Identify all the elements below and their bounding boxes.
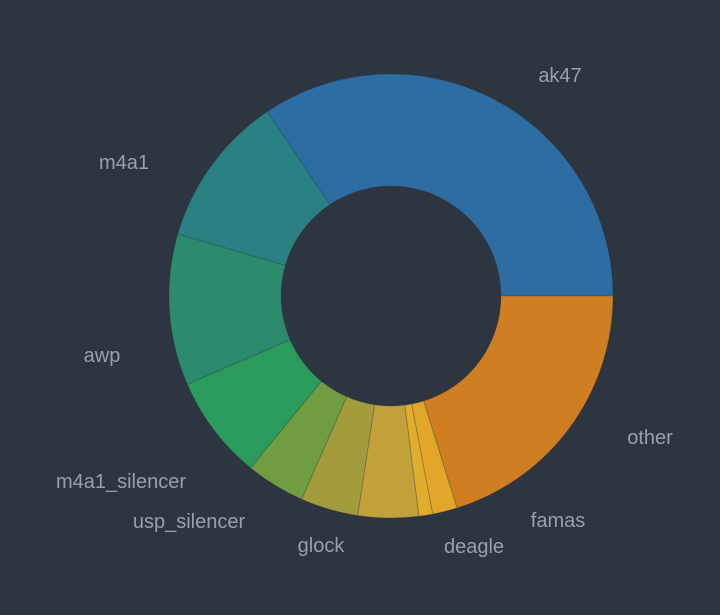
slices-layer bbox=[168, 73, 614, 519]
slice-m4a1-top[interactable] bbox=[177, 110, 331, 266]
label-m4a1-silencer: m4a1_silencer bbox=[56, 471, 186, 493]
label-famas: famas bbox=[531, 510, 585, 532]
slice-ak47[interactable] bbox=[266, 73, 614, 297]
label-usp-silencer: usp_silencer bbox=[133, 511, 246, 533]
label-deagle: deagle bbox=[444, 536, 504, 558]
label-glock: glock bbox=[298, 535, 346, 557]
label-m4a1: m4a1 bbox=[99, 152, 149, 174]
label-ak47: ak47 bbox=[538, 65, 581, 87]
label-awp: awp bbox=[84, 345, 121, 367]
label-other: other bbox=[627, 427, 673, 449]
slice-other[interactable] bbox=[423, 295, 614, 509]
labels-layer: ak47 other famas deagle glock usp_silencer m4a… bbox=[56, 65, 673, 558]
slice-m4a1[interactable] bbox=[168, 233, 291, 385]
